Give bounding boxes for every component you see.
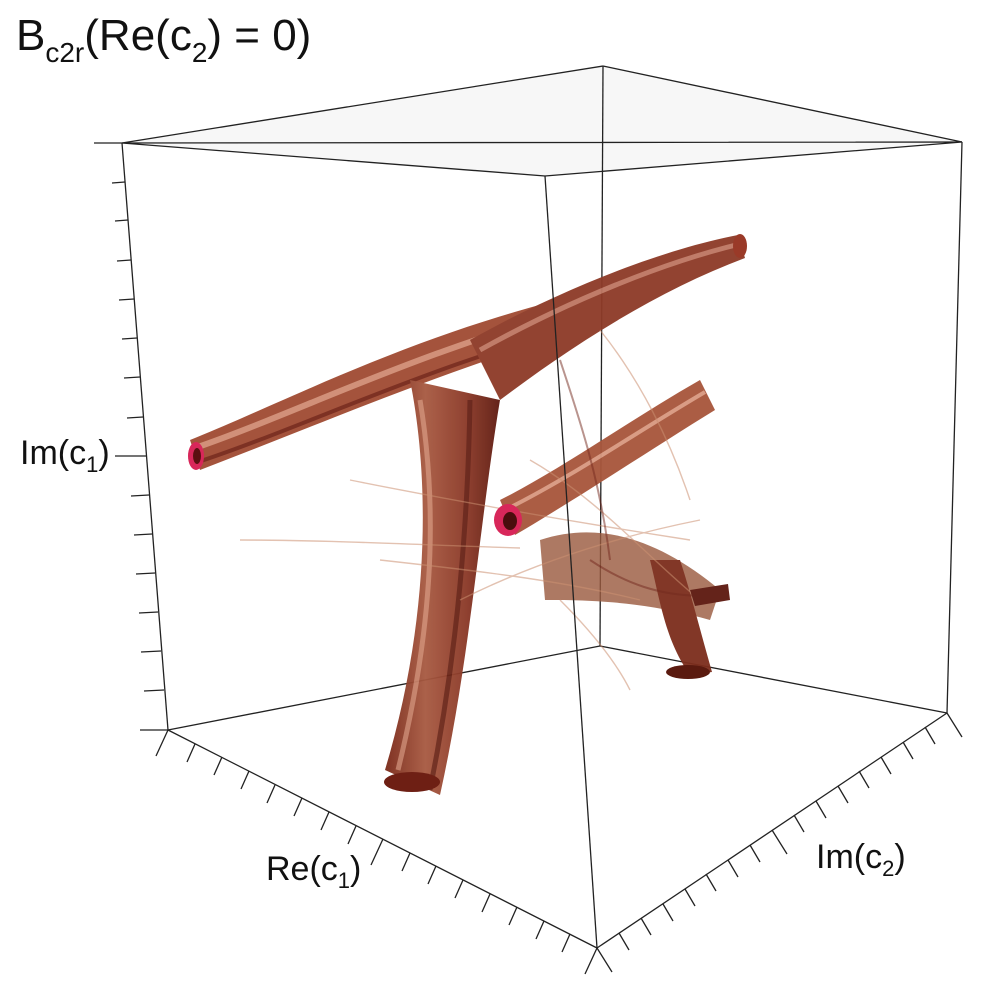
axis-im-c1-suffix: ): [98, 434, 110, 472]
plot-title: Bc2r(Re(c2) = 0): [16, 14, 311, 67]
axis-im-c2-suffix: ): [894, 838, 906, 876]
ticks-im-c2: [596, 712, 963, 973]
axis-im-c2-prefix: Im(c: [816, 838, 883, 876]
axis-re-c1-prefix: Re(c: [266, 850, 338, 888]
tube-caps: [188, 234, 747, 792]
title-rest-open: (Re(c: [84, 11, 192, 60]
title-rest-close: ) = 0): [207, 11, 312, 60]
axis-im-c1-prefix: Im(c: [20, 434, 87, 472]
axis-label-im-c2: Im(c2): [816, 840, 906, 880]
ticks-re-c1: [155, 729, 598, 975]
axis-im-c2-sub: 2: [882, 856, 895, 881]
axis-label-re-c1: Re(c1): [266, 852, 361, 892]
title-subscript: c2r: [45, 37, 85, 68]
title-main: B: [16, 11, 46, 60]
axis-im-c1-sub: 1: [86, 452, 99, 477]
bounding-box-back: [122, 65, 962, 731]
title-rest-subscript: 2: [191, 37, 208, 68]
fiber-bundles: [190, 235, 745, 795]
axis-label-im-c1: Im(c1): [20, 436, 110, 476]
axis-re-c1-suffix: ): [350, 850, 362, 888]
ticks-im-c1: [94, 142, 168, 731]
axis-re-c1-sub: 1: [337, 868, 351, 893]
